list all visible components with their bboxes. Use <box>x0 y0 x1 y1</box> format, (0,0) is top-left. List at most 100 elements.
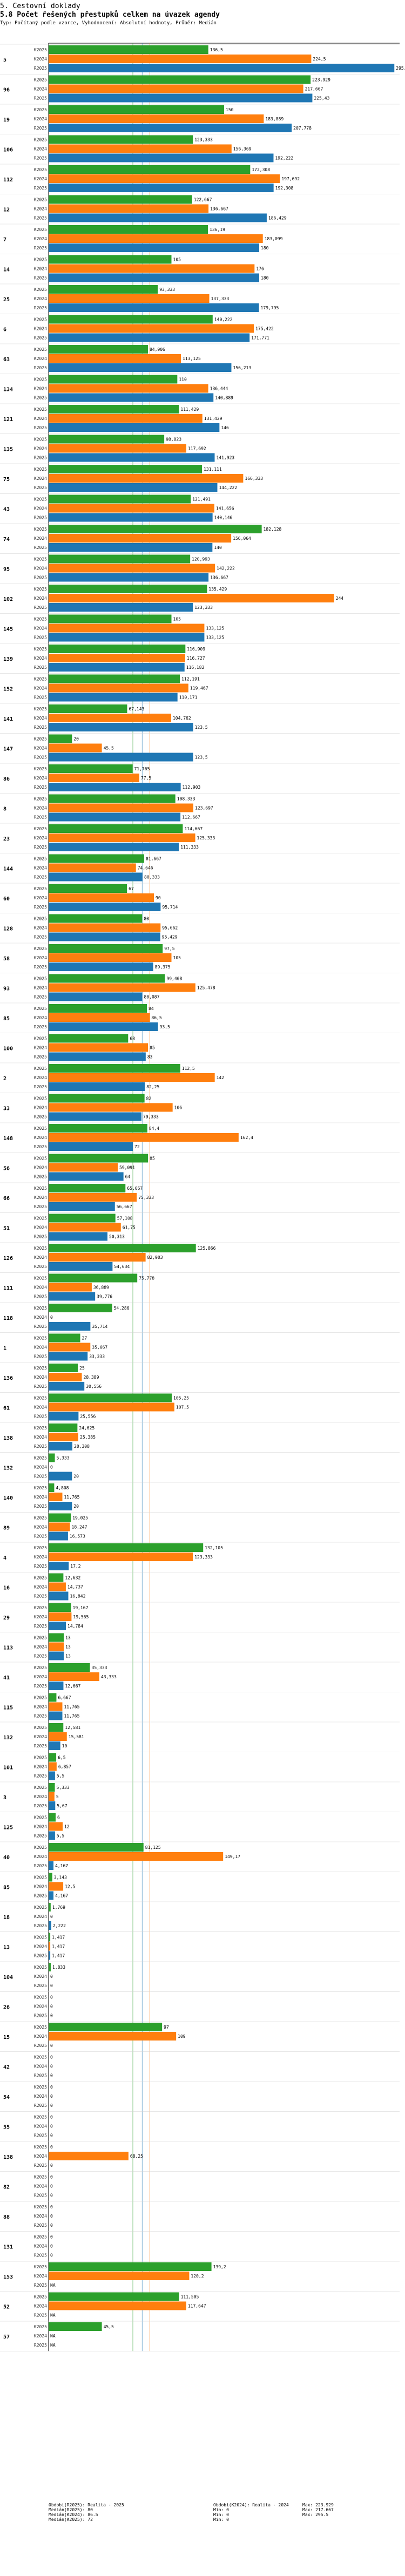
data-label: 136,19 <box>210 227 225 232</box>
legend-period-k2024: Obdobi(K2024): Realita - 2024 <box>213 2503 289 2507</box>
bar-k2024 <box>49 1133 239 1142</box>
data-label: 27 <box>82 1336 87 1341</box>
series-label: R2025 <box>34 456 47 460</box>
bar-k2025 <box>49 2023 163 2031</box>
group-id-label: 23 <box>3 836 10 842</box>
bar-r2025 <box>49 1801 56 1810</box>
series-label: K2025 <box>34 317 47 322</box>
series-label: K2025 <box>34 2025 47 2030</box>
data-label: 25,556 <box>80 1414 96 1419</box>
bar-r2025 <box>49 543 213 552</box>
series-label: K2025 <box>34 2324 47 2329</box>
data-label: 98,823 <box>166 437 181 442</box>
bar-k2024 <box>49 1223 121 1232</box>
group-id-label: 13 <box>3 1945 10 1951</box>
data-label: 93,5 <box>160 1025 170 1029</box>
series-label: K2025 <box>34 1456 47 1461</box>
bar-k2024 <box>49 1013 150 1022</box>
legend-max-k2025: Max: 295.5 <box>302 2512 329 2517</box>
data-label: 136,667 <box>210 575 228 580</box>
series-label: K2024 <box>34 986 47 991</box>
bar-r2025 <box>49 1682 64 1690</box>
bar-r2025 <box>49 243 259 252</box>
series-label: R2025 <box>34 1235 47 1239</box>
bar-r2025 <box>49 1622 66 1630</box>
bar-k2025 <box>49 914 143 923</box>
bar-k2025 <box>49 2292 179 2301</box>
series-label: K2025 <box>34 1066 47 1071</box>
series-label: K2025 <box>34 677 47 682</box>
legend-max-r2025: Max: 223.929 <box>302 2503 334 2507</box>
data-label: 68,25 <box>130 2154 143 2159</box>
series-label: R2025 <box>34 815 47 820</box>
bar-r2025 <box>49 1352 88 1361</box>
data-label: 39,776 <box>97 1294 112 1299</box>
legend-max-k2024: Max: 217.667 <box>302 2507 334 2512</box>
data-label: 35,714 <box>92 1324 107 1329</box>
series-label: K2024 <box>34 1615 47 1619</box>
bar-k2024 <box>49 1822 63 1831</box>
chart-title: 5.8 Počet řešených přestupků celkem na ú… <box>0 11 220 19</box>
group-id-label: 153 <box>3 2274 13 2280</box>
series-label: K2024 <box>34 1585 47 1590</box>
data-label: 144,222 <box>219 485 237 490</box>
bar-r2025 <box>49 1861 54 1870</box>
data-label: 0 <box>50 1974 53 1979</box>
series-label: K2025 <box>34 647 47 652</box>
data-label: 19,025 <box>72 1516 88 1521</box>
data-label: 28,389 <box>84 1375 99 1380</box>
data-label: 25 <box>79 1366 85 1371</box>
group-id-label: 74 <box>3 537 10 543</box>
data-label: 171,771 <box>251 336 269 341</box>
series-label: K2024 <box>34 2094 47 2099</box>
data-label: 142,222 <box>217 566 235 571</box>
data-label: 121,491 <box>192 497 211 502</box>
bar-r2025 <box>49 184 274 192</box>
bar-r2025 <box>49 393 214 402</box>
series-label: K2025 <box>34 1156 47 1161</box>
data-label: 135,429 <box>208 587 227 592</box>
bar-k2025 <box>49 944 163 953</box>
group-id-label: 86 <box>3 776 10 782</box>
data-label: 14,784 <box>68 1624 83 1629</box>
bar-k2025 <box>49 285 158 294</box>
series-label: K2025 <box>34 1875 47 1880</box>
legend-min-k2024: Min: 0 <box>213 2512 229 2517</box>
bar-k2025 <box>49 105 224 114</box>
data-label: 20 <box>73 1504 79 1509</box>
bar-k2024 <box>49 1433 79 1441</box>
data-label: 10 <box>62 1744 68 1748</box>
series-label: K2025 <box>34 1755 47 1760</box>
data-label: 0 <box>50 2103 53 2108</box>
series-label: R2025 <box>34 485 47 490</box>
data-label: 84,906 <box>150 347 165 352</box>
bar-k2025 <box>49 1483 55 1492</box>
bar-k2024 <box>49 923 161 932</box>
series-label: K2024 <box>34 2004 47 2009</box>
group-id-label: 96 <box>3 87 10 93</box>
series-label: K2025 <box>34 1935 47 1940</box>
data-label: 5,333 <box>57 1456 70 1461</box>
bar-k2025 <box>49 974 165 983</box>
data-label: 85 <box>150 1156 155 1161</box>
bar-k2025 <box>49 1214 116 1223</box>
bar-r2025 <box>49 1172 124 1181</box>
data-label: 146 <box>221 425 229 430</box>
series-label: R2025 <box>34 845 47 850</box>
data-label: 149,17 <box>225 1854 240 1859</box>
data-label: 136,5 <box>210 48 223 52</box>
series-label: R2025 <box>34 1175 47 1179</box>
group-id-label: 102 <box>3 596 13 602</box>
bar-k2025 <box>49 824 183 833</box>
data-label: 141,656 <box>216 506 234 511</box>
bar-k2024 <box>49 714 171 722</box>
data-label: 123,697 <box>195 806 213 811</box>
data-label: 192,308 <box>275 186 294 191</box>
data-label: 1,833 <box>52 1965 65 1970</box>
series-label: K2025 <box>34 826 47 831</box>
bar-k2024 <box>49 1373 82 1381</box>
bar-r2025 <box>49 1771 55 1780</box>
data-label: 0 <box>50 2235 53 2240</box>
series-label: R2025 <box>34 1354 47 1359</box>
series-label: K2024 <box>34 1794 47 1799</box>
